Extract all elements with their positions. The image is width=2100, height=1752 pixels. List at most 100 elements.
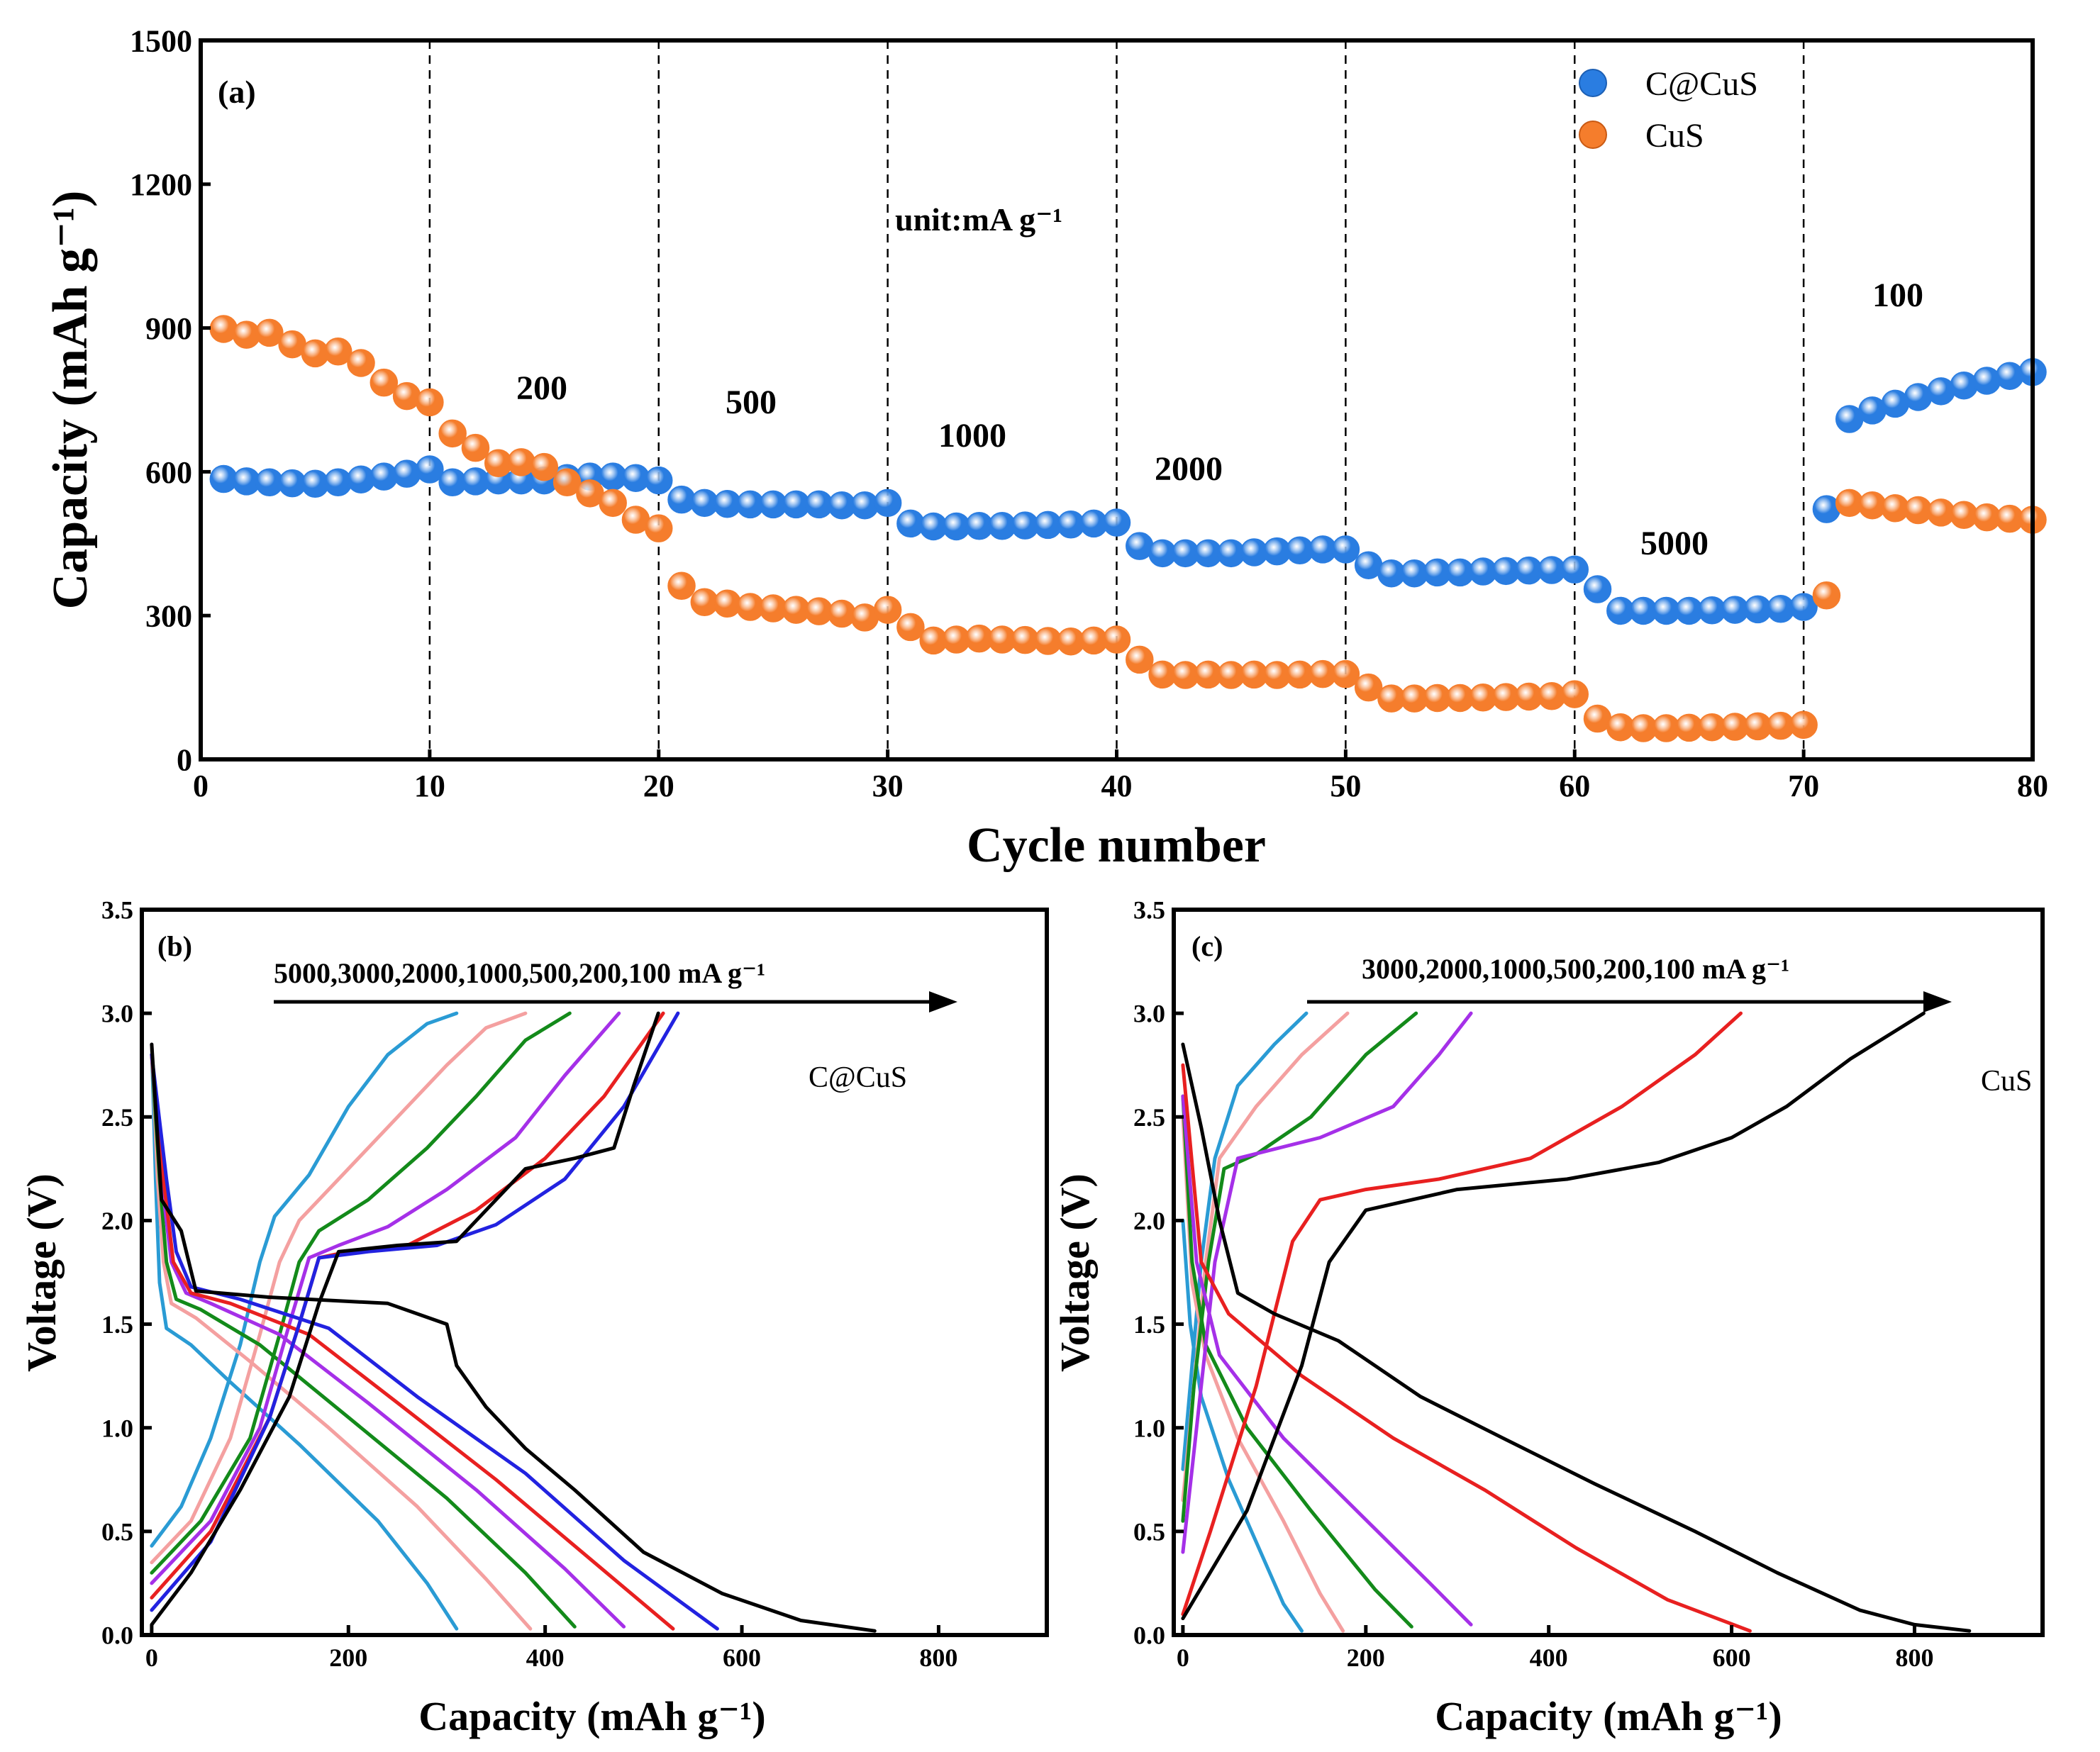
data-point-cus — [1560, 680, 1589, 708]
data-point-c-cus — [645, 466, 673, 495]
unit-annotation: unit:mA g⁻¹ — [895, 201, 1062, 238]
y-tick-label: 1.5 — [1133, 1310, 1165, 1339]
y-axis-title-a: Capacity (mAh g⁻¹) — [43, 191, 98, 610]
charge-discharge-curves-b — [150, 1011, 877, 1633]
charge-curve-100 — [1181, 1011, 1926, 1621]
discharge-curve-2000 — [150, 1053, 577, 1629]
y-tick-label: 0.0 — [1133, 1622, 1165, 1650]
x-axis-title-b: Capacity (mAh g⁻¹) — [418, 1693, 765, 1739]
y-tick-label: 2.5 — [1133, 1103, 1165, 1132]
plot-frame-c — [1172, 908, 2045, 1637]
data-point-cus — [873, 596, 902, 624]
data-point-c-cus — [1583, 575, 1612, 603]
data-point-cus — [1812, 581, 1841, 610]
y-tick-label: 900 — [145, 311, 192, 346]
y-axis-title-c: Voltage (V) — [1052, 1173, 1098, 1372]
x-tick-label: 0 — [1177, 1644, 1189, 1672]
data-point-c-cus — [873, 489, 902, 518]
rate-label-200: 200 — [516, 369, 567, 407]
y-tick-label: 0 — [177, 742, 192, 777]
discharge-curve-200 — [1181, 1063, 1752, 1633]
data-point-cus — [1102, 625, 1131, 654]
x-tick-label: 200 — [329, 1644, 367, 1672]
data-point-c-cus — [1102, 508, 1131, 537]
rate-label-2000: 2000 — [1155, 450, 1223, 488]
x-tick-label: 70 — [1788, 769, 1819, 803]
sample-label-c: CuS — [1981, 1065, 2032, 1098]
discharge-curve-1000 — [1181, 1094, 1413, 1629]
data-point-cus — [416, 388, 444, 417]
x-tick-label: 20 — [643, 769, 674, 803]
axis-ticks-c: 0 200 400 600 800 0.0 0.5 1.0 1.5 2.0 2.5 3.0 3.5 — [1133, 896, 1933, 1672]
rate-label-100: 100 — [1872, 277, 1923, 314]
legend-a: C@CuS CuS — [1579, 65, 1758, 155]
panel-label-a: (a) — [218, 74, 256, 110]
discharge-curve-500 — [150, 1053, 675, 1631]
charge-curve-3000 — [1181, 1011, 1309, 1471]
x-tick-label: 40 — [1101, 769, 1133, 803]
y-tick-label: 600 — [145, 455, 192, 490]
data-point-c-cus — [416, 455, 444, 484]
x-tick-label: 60 — [1559, 769, 1590, 803]
data-point-cus — [438, 419, 467, 448]
charge-curve-3000 — [150, 1011, 528, 1565]
x-tick-label: 800 — [919, 1644, 957, 1672]
data-point-cus — [347, 349, 375, 377]
rate-label-500: 500 — [726, 384, 777, 421]
x-tick-label: 600 — [1713, 1644, 1751, 1672]
x-tick-label: 50 — [1330, 769, 1361, 803]
data-point-cus — [507, 448, 535, 476]
data-point-cus — [461, 433, 490, 462]
y-tick-label: 1.0 — [101, 1414, 133, 1442]
data-point-cus — [1331, 659, 1360, 688]
x-tick-label: 400 — [1530, 1644, 1568, 1672]
charge-curve-100 — [150, 1011, 660, 1627]
axis-ticks-a: 0 10 20 30 40 50 60 70 80 0 300 600 900 1200 1500 — [130, 23, 2048, 803]
discharge-curve-100 — [1181, 1042, 1972, 1633]
x-tick-label: 200 — [1347, 1644, 1385, 1672]
rate-arrow-b — [274, 991, 957, 1012]
y-tick-label: 0.0 — [101, 1622, 133, 1650]
axis-ticks-b: 0 200 400 600 800 0.0 0.5 1.0 1.5 2.0 2.5 3.0 3.5 — [101, 896, 957, 1672]
data-point-c-cus — [1789, 593, 1818, 621]
rate-arrow-label-b: 5000,3000,2000,1000,500,200,100 mA g⁻¹ — [274, 957, 765, 989]
plot-frame-b — [140, 908, 1049, 1637]
y-tick-label: 2.5 — [101, 1103, 133, 1132]
panel-label-c: (c) — [1191, 930, 1223, 962]
charge-curve-1000 — [1181, 1011, 1418, 1523]
x-axis-title-c: Capacity (mAh g⁻¹) — [1435, 1693, 1782, 1739]
charge-curve-200 — [1181, 1011, 1743, 1617]
x-axis-title-a: Cycle number — [967, 818, 1266, 873]
rate-label-1000: 1000 — [938, 417, 1006, 454]
discharge-curve-5000 — [150, 1042, 459, 1631]
legend-label-c-cus: C@CuS — [1645, 65, 1758, 103]
charge-curve-1000 — [150, 1011, 621, 1585]
charge-curve-500 — [1181, 1011, 1473, 1554]
y-tick-label: 3.0 — [101, 1000, 133, 1028]
charge-curve-2000 — [150, 1011, 572, 1575]
x-tick-label: 0 — [145, 1644, 158, 1672]
x-tick-label: 30 — [872, 769, 904, 803]
y-tick-label: 1.5 — [101, 1310, 133, 1339]
y-tick-label: 3.0 — [1133, 1000, 1165, 1028]
rate-arrow-c — [1307, 991, 1952, 1012]
data-point-c-cus — [1560, 555, 1589, 584]
data-points — [209, 315, 2047, 742]
y-tick-label: 0.5 — [1133, 1517, 1165, 1546]
data-point-c-cus — [392, 459, 421, 488]
panel-c-cus-profiles: 0 200 400 600 800 0.0 0.5 1.0 1.5 2.0 2.5 3.0 3.5 (c… — [1052, 896, 2045, 1739]
discharge-curve-100 — [150, 1042, 877, 1633]
data-point-cus — [323, 337, 352, 366]
y-tick-label: 0.5 — [101, 1517, 133, 1546]
x-tick-label: 0 — [193, 769, 209, 803]
y-tick-label: 1200 — [130, 167, 192, 202]
charge-curve-5000 — [150, 1011, 459, 1548]
y-tick-label: 2.0 — [101, 1207, 133, 1235]
panel-label-b: (b) — [157, 930, 192, 962]
data-point-cus — [530, 452, 559, 481]
data-point-c-cus — [1331, 535, 1360, 564]
panel-b-c-cus-profiles: 0 200 400 600 800 0.0 0.5 1.0 1.5 2.0 2.5 3.0 3.5 (b… — [18, 896, 1049, 1739]
rate-label-5000: 5000 — [1640, 525, 1709, 562]
discharge-curve-3000 — [1181, 1218, 1304, 1633]
